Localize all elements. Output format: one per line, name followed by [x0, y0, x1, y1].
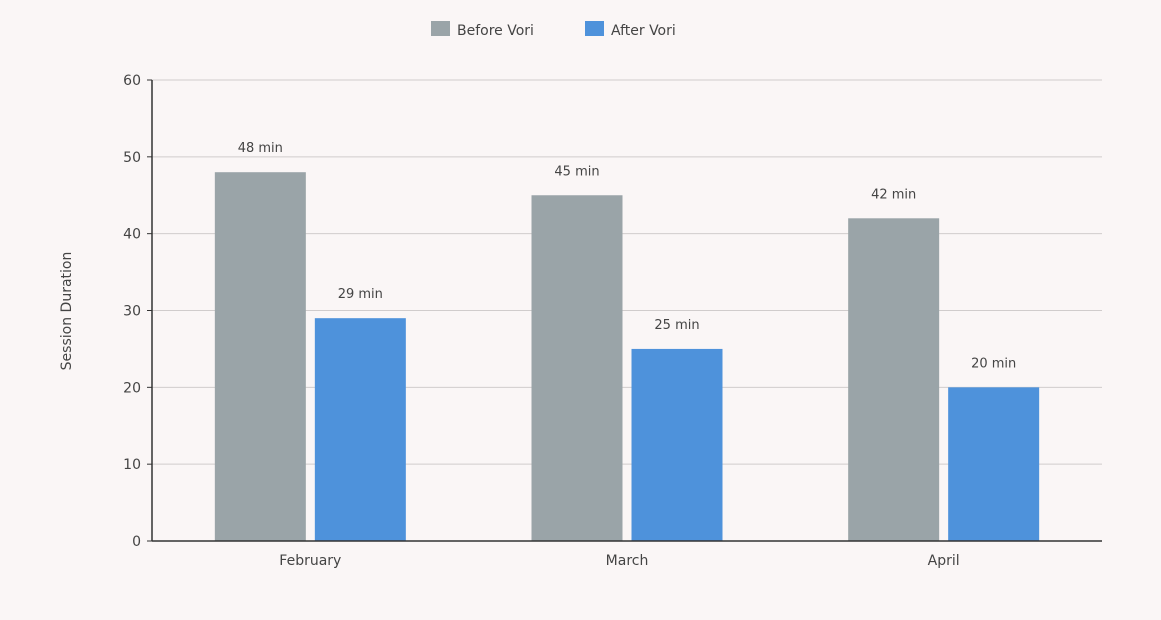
- data-label: 42 min: [871, 187, 916, 202]
- legend-swatch: [585, 21, 604, 36]
- y-tick-label: 30: [123, 304, 141, 320]
- bars: [214, 172, 1040, 542]
- bar-before-vori-march: [531, 195, 623, 541]
- data-label: 29 min: [338, 287, 383, 302]
- data-label: 25 min: [654, 318, 699, 333]
- bar-after-vori-march: [631, 348, 723, 541]
- data-label: 48 min: [238, 141, 283, 156]
- legend-label: Before Vori: [457, 23, 534, 39]
- data-label: 20 min: [971, 356, 1016, 371]
- x-tick-label: February: [279, 553, 341, 569]
- gridlines: [152, 79, 1102, 465]
- bar-after-vori-april: [948, 387, 1040, 541]
- x-tick-label: April: [928, 553, 960, 569]
- legend-label: After Vori: [611, 23, 676, 39]
- y-tick-label: 40: [123, 227, 141, 243]
- legend-swatch: [431, 21, 450, 36]
- labels: 0 10 20 30 40 50 60 48 min 29 min February 45 min 2…: [123, 73, 1016, 569]
- axes: [147, 79, 1102, 542]
- legend: Before Vori After Vori: [431, 21, 676, 39]
- y-tick-label: 20: [123, 380, 141, 396]
- x-tick-label: March: [606, 553, 649, 569]
- y-tick-label: 0: [132, 534, 141, 550]
- y-tick-label: 10: [123, 457, 141, 473]
- bar-after-vori-february: [314, 318, 406, 541]
- y-axis-title: Session Duration: [59, 252, 75, 371]
- y-tick-label: 60: [123, 73, 141, 89]
- bar-before-vori-february: [214, 172, 306, 541]
- y-tick-label: 50: [123, 150, 141, 166]
- bar-before-vori-april: [848, 218, 940, 542]
- data-label: 45 min: [554, 164, 599, 179]
- legend-item: Before Vori: [431, 21, 534, 39]
- legend-item: After Vori: [585, 21, 676, 39]
